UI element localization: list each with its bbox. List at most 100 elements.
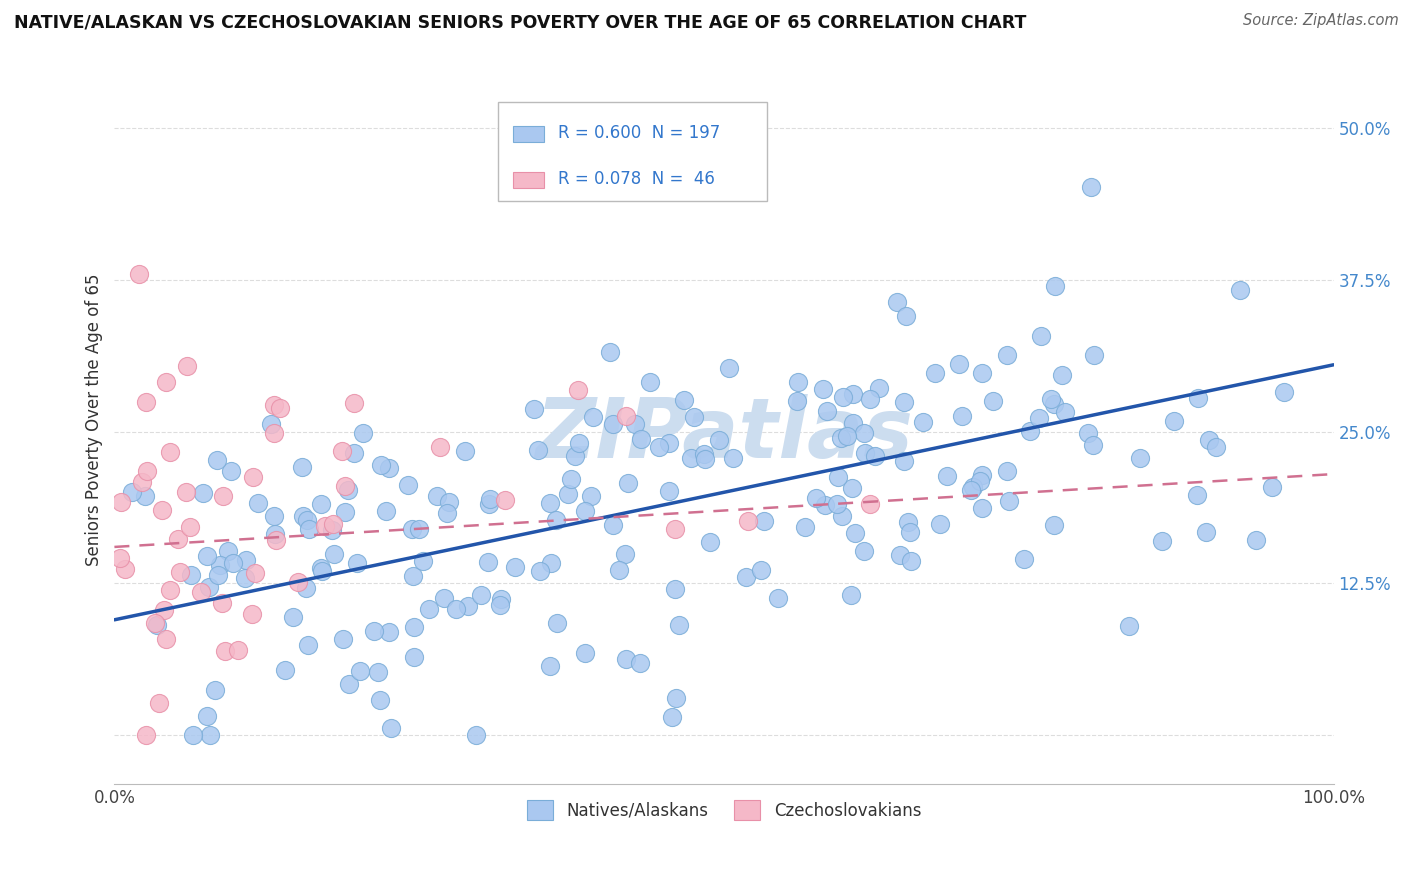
Point [477, 555, 499, 569]
Point [1187, 391, 1209, 405]
Point [181, 728, 204, 742]
Point [396, 478, 419, 492]
Point [401, 569, 423, 583]
Point [936, 469, 959, 483]
Point [894, 309, 917, 323]
Point [900, 554, 922, 568]
Point [128, 267, 150, 281]
Point [131, 475, 153, 489]
Point [1019, 425, 1042, 439]
Point [1244, 533, 1267, 547]
Point [693, 452, 716, 467]
Point [1043, 517, 1066, 532]
Point [665, 690, 688, 705]
Point [647, 440, 669, 454]
Point [211, 596, 233, 610]
Point [146, 618, 169, 632]
Point [842, 416, 865, 430]
Point [717, 361, 740, 376]
Point [681, 451, 703, 466]
Point [699, 535, 721, 549]
Point [281, 610, 304, 624]
Point [623, 417, 645, 431]
Point [630, 433, 652, 447]
Point [638, 375, 661, 389]
Point [835, 429, 858, 443]
Point [540, 556, 562, 570]
Point [602, 517, 624, 532]
Point [110, 495, 132, 509]
Text: Source: ZipAtlas.com: Source: ZipAtlas.com [1243, 13, 1399, 29]
Point [868, 381, 890, 395]
Point [1077, 426, 1099, 441]
Point [150, 503, 173, 517]
Point [311, 564, 333, 578]
Point [135, 464, 157, 478]
Point [863, 449, 886, 463]
Point [198, 580, 221, 594]
Point [243, 566, 266, 580]
Point [614, 547, 637, 561]
Point [766, 591, 789, 606]
Point [321, 523, 343, 537]
Point [264, 527, 287, 541]
Point [114, 561, 136, 575]
Point [176, 359, 198, 373]
Point [346, 556, 368, 570]
Point [564, 449, 586, 463]
Point [195, 549, 218, 564]
Point [897, 515, 920, 529]
Point [832, 390, 855, 404]
Point [574, 646, 596, 660]
Point [375, 504, 398, 518]
Point [970, 468, 993, 483]
Point [859, 497, 882, 511]
Point [886, 295, 908, 310]
Point [287, 575, 309, 590]
Point [204, 683, 226, 698]
Point [546, 615, 568, 630]
Point [263, 508, 285, 523]
Point [470, 588, 492, 602]
Point [602, 417, 624, 432]
Point [1272, 385, 1295, 400]
Point [1080, 180, 1102, 194]
Point [297, 638, 319, 652]
Point [352, 425, 374, 440]
Point [242, 470, 264, 484]
Point [557, 487, 579, 501]
Point [159, 445, 181, 459]
Point [1229, 283, 1251, 297]
Point [378, 460, 401, 475]
Point [889, 548, 911, 562]
Point [343, 396, 366, 410]
Point [174, 484, 197, 499]
Point [609, 563, 631, 577]
Point [274, 663, 297, 677]
Text: R = 0.600  N = 197: R = 0.600 N = 197 [558, 124, 720, 142]
Point [167, 533, 190, 547]
Point [962, 480, 984, 494]
Point [911, 415, 934, 429]
Point [155, 632, 177, 646]
FancyBboxPatch shape [513, 172, 544, 188]
Point [658, 436, 681, 450]
Point [264, 533, 287, 547]
Point [402, 649, 425, 664]
Point [217, 544, 239, 558]
Point [179, 519, 201, 533]
Point [529, 564, 551, 578]
FancyBboxPatch shape [499, 103, 766, 201]
Point [1195, 524, 1218, 539]
Point [981, 394, 1004, 409]
Point [297, 522, 319, 536]
Point [269, 401, 291, 415]
Point [898, 524, 921, 539]
Point [135, 395, 157, 409]
Point [291, 460, 314, 475]
Text: NATIVE/ALASKAN VS CZECHOSLOVAKIAN SENIORS POVERTY OVER THE AGE OF 65 CORRELATION: NATIVE/ALASKAN VS CZECHOSLOVAKIAN SENIOR… [14, 13, 1026, 31]
Point [444, 601, 467, 615]
Point [377, 625, 399, 640]
Point [336, 483, 359, 497]
Point [1129, 450, 1152, 465]
